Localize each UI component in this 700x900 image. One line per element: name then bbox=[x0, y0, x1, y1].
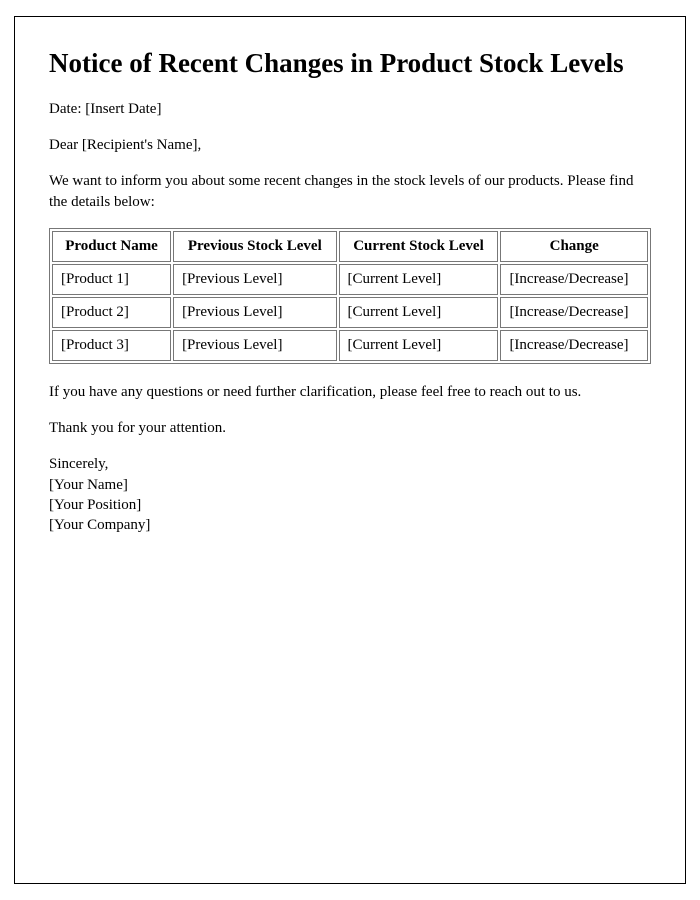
table-row: [Product 2] [Previous Level] [Current Le… bbox=[52, 297, 648, 328]
cell-change: [Increase/Decrease] bbox=[500, 264, 648, 295]
cell-current: [Current Level] bbox=[339, 264, 499, 295]
signature-block: Sincerely, [Your Name] [Your Position] [… bbox=[49, 454, 651, 535]
col-previous-level: Previous Stock Level bbox=[173, 231, 336, 262]
signoff-company: [Your Company] bbox=[49, 515, 651, 535]
cell-previous: [Previous Level] bbox=[173, 297, 336, 328]
cell-current: [Current Level] bbox=[339, 297, 499, 328]
document-frame: Notice of Recent Changes in Product Stoc… bbox=[14, 16, 686, 884]
cell-change: [Increase/Decrease] bbox=[500, 330, 648, 361]
signoff-sincerely: Sincerely, bbox=[49, 454, 651, 474]
salutation-line: Dear [Recipient's Name], bbox=[49, 135, 651, 155]
cell-change: [Increase/Decrease] bbox=[500, 297, 648, 328]
table-row: [Product 3] [Previous Level] [Current Le… bbox=[52, 330, 648, 361]
page-container: Notice of Recent Changes in Product Stoc… bbox=[0, 0, 700, 900]
cell-product: [Product 3] bbox=[52, 330, 171, 361]
closing-note: If you have any questions or need furthe… bbox=[49, 382, 651, 402]
col-current-level: Current Stock Level bbox=[339, 231, 499, 262]
date-line: Date: [Insert Date] bbox=[49, 99, 651, 119]
cell-previous: [Previous Level] bbox=[173, 330, 336, 361]
thanks-line: Thank you for your attention. bbox=[49, 418, 651, 438]
document-title: Notice of Recent Changes in Product Stoc… bbox=[49, 47, 651, 81]
cell-previous: [Previous Level] bbox=[173, 264, 336, 295]
col-change: Change bbox=[500, 231, 648, 262]
cell-product: [Product 1] bbox=[52, 264, 171, 295]
signoff-position: [Your Position] bbox=[49, 495, 651, 515]
stock-table: Product Name Previous Stock Level Curren… bbox=[49, 228, 651, 364]
signoff-name: [Your Name] bbox=[49, 475, 651, 495]
col-product-name: Product Name bbox=[52, 231, 171, 262]
cell-current: [Current Level] bbox=[339, 330, 499, 361]
table-header-row: Product Name Previous Stock Level Curren… bbox=[52, 231, 648, 262]
table-row: [Product 1] [Previous Level] [Current Le… bbox=[52, 264, 648, 295]
cell-product: [Product 2] bbox=[52, 297, 171, 328]
intro-paragraph: We want to inform you about some recent … bbox=[49, 171, 651, 212]
